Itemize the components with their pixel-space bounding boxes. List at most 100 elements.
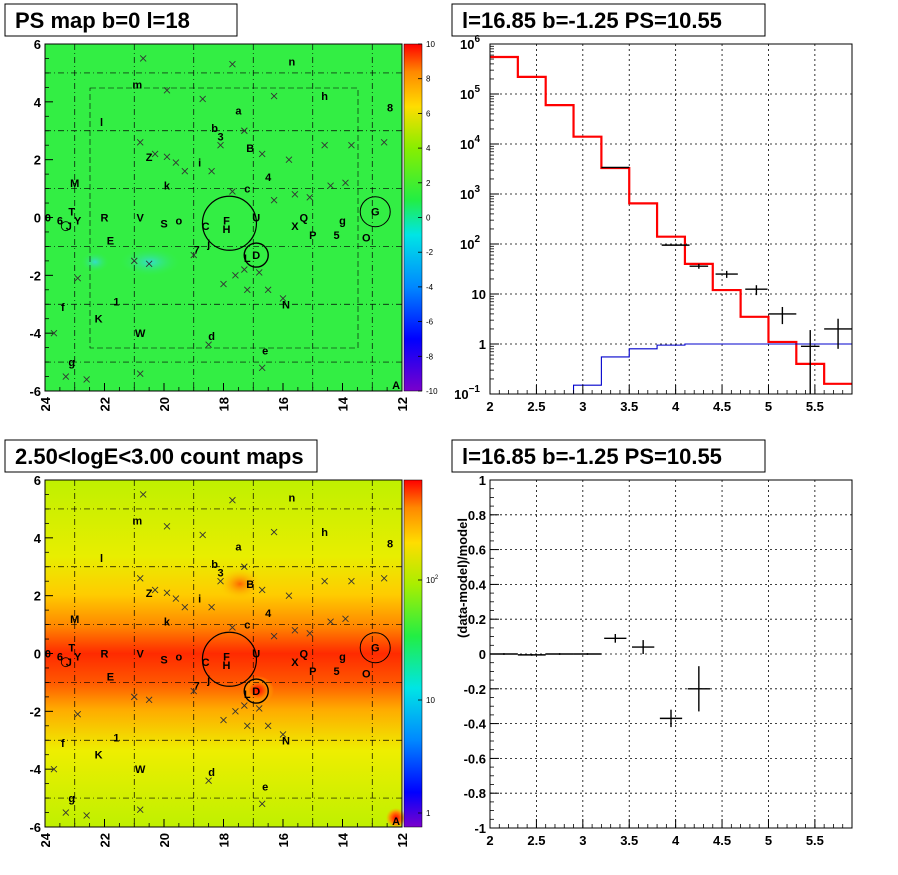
source-cross	[258, 800, 266, 808]
colorbar-tick-label: -8	[426, 352, 434, 361]
x-tick-label: 3.5	[620, 399, 638, 414]
source-cross	[205, 341, 212, 349]
y-tick-exponent: 2	[474, 234, 480, 245]
source-label: N	[282, 299, 290, 311]
y-tick-label: -0.6	[464, 751, 486, 766]
source-cross	[241, 266, 248, 273]
colorbar-tick-label: -2	[426, 248, 434, 257]
source-cross	[229, 60, 236, 68]
count-map-colorbar	[403, 479, 423, 828]
source-label: k	[164, 181, 171, 193]
source-cross	[380, 138, 388, 146]
x-tick-label: 2.5	[527, 399, 545, 414]
source-cross	[136, 806, 144, 813]
source-circle	[60, 657, 71, 668]
source-cross	[50, 765, 58, 773]
ps-map-low-region	[120, 248, 180, 276]
source-label: 5	[333, 230, 339, 242]
x-tick-label: 16	[276, 397, 291, 411]
source-cross	[241, 127, 248, 135]
residual-title: l=16.85 b=-1.25 PS=10.55	[462, 444, 722, 469]
colorbar-tick-label: 10	[426, 696, 435, 705]
source-cross	[232, 708, 239, 715]
colorbar-tick-label: -6	[426, 318, 434, 327]
colorbar-tick-exponent: 2	[435, 575, 439, 581]
source-label: l	[100, 553, 103, 565]
y-tick-label: 0	[34, 211, 41, 226]
source-label: e	[262, 346, 268, 358]
y-tick-label: 0.6	[468, 543, 486, 558]
source-cross	[285, 592, 293, 599]
source-cross	[264, 286, 272, 294]
source-label: F	[223, 651, 230, 663]
source-label: D	[252, 250, 260, 262]
source-label: o	[176, 215, 183, 227]
source-cross	[380, 574, 388, 582]
spectrum-title: l=16.85 b=-1.25 PS=10.55	[462, 8, 722, 33]
x-tick-label: 4.5	[713, 399, 731, 414]
source-cross	[199, 95, 206, 103]
source-cross	[145, 260, 153, 268]
y-tick-exponent: 3	[474, 184, 480, 195]
ps-map-roi	[89, 87, 359, 349]
source-label: T	[68, 643, 75, 655]
source-cross	[291, 191, 299, 198]
source-label: f	[61, 302, 65, 314]
source-label: H	[222, 224, 230, 236]
source-cross	[190, 251, 198, 259]
source-label: g	[68, 357, 75, 369]
y-tick-label: 1	[479, 337, 486, 352]
source-label: G	[371, 207, 380, 219]
x-tick-label: 16	[276, 833, 291, 847]
source-label: j	[206, 239, 210, 251]
source-label: d	[208, 767, 215, 779]
source-label: 6	[57, 215, 63, 227]
source-label: K	[95, 314, 103, 326]
x-tick-label: 4.5	[713, 833, 731, 848]
source-label: N	[282, 735, 290, 747]
source-label: g	[339, 651, 346, 663]
source-label: M	[70, 614, 79, 626]
source-label: Z	[146, 152, 153, 164]
x-tick-label: 5	[765, 399, 772, 414]
source-cross	[348, 577, 355, 585]
source-cross	[172, 595, 180, 602]
source-label: K	[95, 750, 103, 762]
spectrum-plot-area	[490, 44, 852, 394]
source-cross	[258, 150, 266, 158]
source-cross	[208, 603, 215, 611]
spectrum-frame	[489, 43, 853, 395]
source-label: 7	[194, 680, 200, 692]
source-label: b	[211, 559, 218, 571]
y-tick-exponent: −1	[469, 384, 481, 395]
source-label: T	[68, 207, 75, 219]
source-cross	[163, 522, 171, 530]
x-tick-label: 4	[672, 833, 680, 848]
y-tick-label: -6	[29, 820, 41, 835]
source-cross	[217, 577, 224, 585]
y-tick-label: -4	[29, 762, 41, 777]
source-cross	[321, 141, 328, 149]
x-tick-label: 22	[98, 397, 113, 411]
x-tick-label: 4	[672, 399, 680, 414]
source-cross	[270, 92, 278, 100]
y-tick-exponent: 5	[474, 84, 480, 95]
x-tick-label: 20	[157, 397, 172, 411]
x-tick-label: 5	[765, 833, 772, 848]
source-label: c	[244, 184, 250, 196]
x-tick-label: 3.5	[620, 833, 638, 848]
colorbar-tick-label: 102	[426, 575, 439, 585]
source-label: l	[100, 117, 103, 129]
colorbar-tick-label: 10	[426, 40, 435, 49]
y-tick-label: -6	[29, 384, 41, 399]
source-label: Y	[74, 651, 82, 663]
source-label: 3	[217, 132, 223, 144]
source-label: S	[160, 218, 167, 230]
source-cross	[255, 705, 263, 712]
source-label: W	[135, 328, 146, 340]
source-label: h	[321, 527, 328, 539]
y-tick-label: 10	[472, 287, 486, 302]
